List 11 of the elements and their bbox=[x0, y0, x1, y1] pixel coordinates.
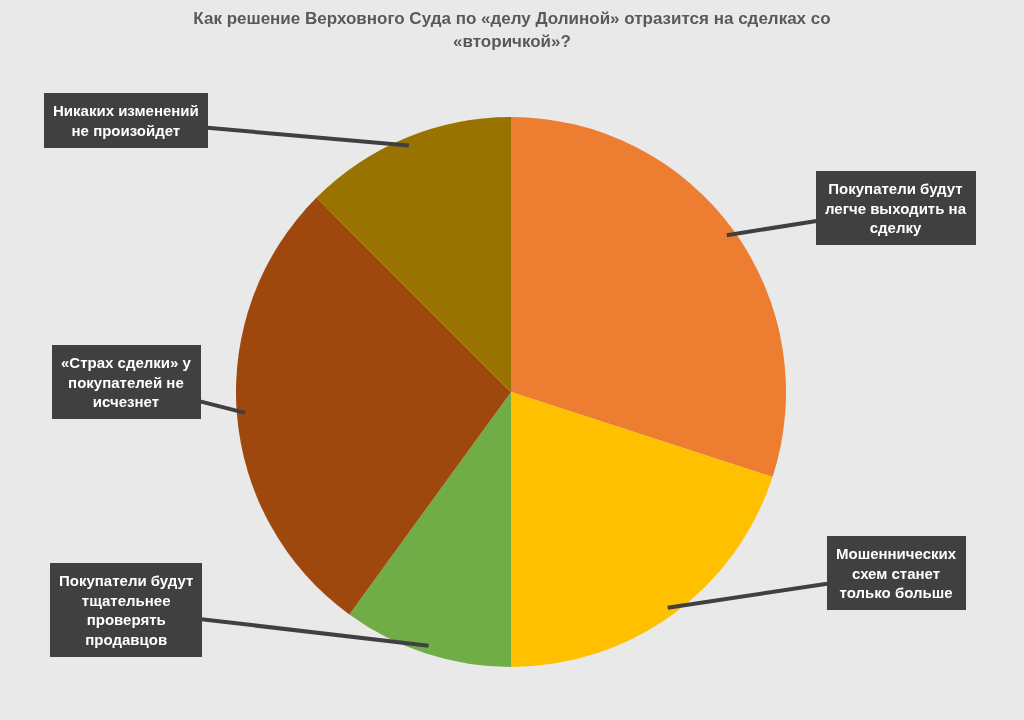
pie-slice bbox=[511, 392, 773, 667]
slice-label: Покупатели будут легче выходить на сделку bbox=[825, 180, 967, 236]
chart-title: Как решение Верховного Суда по «делу Долиной» отразится на сделках со «вторичкой»? bbox=[193, 9, 831, 51]
pie-slice bbox=[236, 197, 511, 615]
slice-label: Мошеннических схем станет только больше bbox=[836, 545, 957, 601]
pie-slice bbox=[349, 392, 511, 667]
pie-slice bbox=[316, 117, 511, 392]
slice-label: Покупатели будут тщательнее проверять продавцов bbox=[59, 572, 194, 648]
slice-label: «Страх сделки» у покупателей не исчезнет bbox=[61, 354, 192, 410]
pie-slice bbox=[511, 117, 786, 477]
slice-label: Никаких изменений не произойдет bbox=[53, 102, 199, 139]
